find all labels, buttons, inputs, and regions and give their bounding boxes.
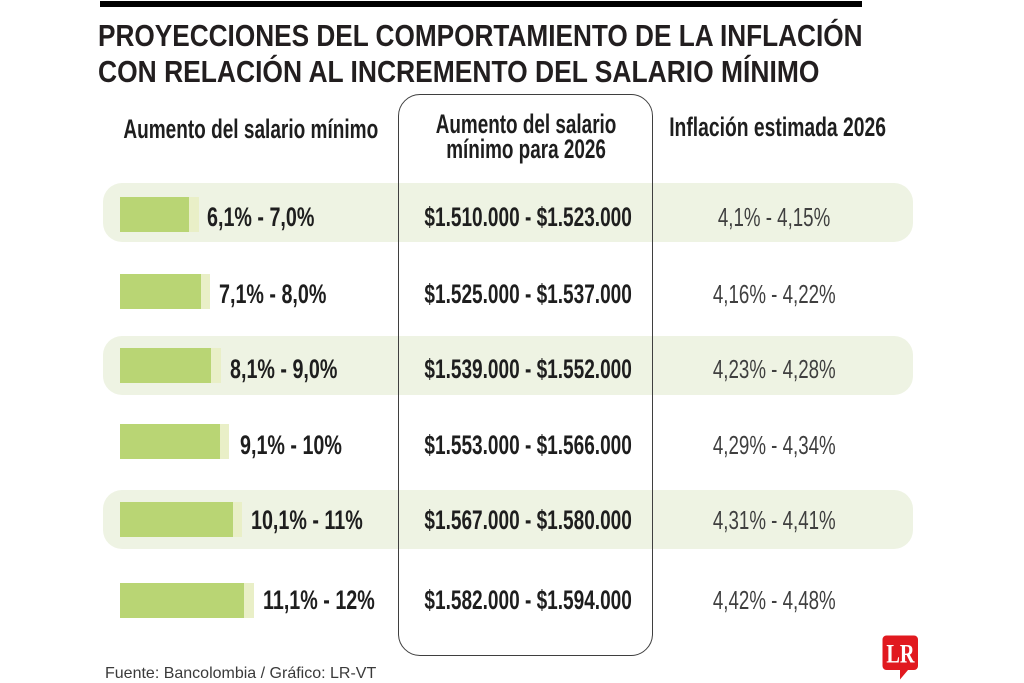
svg-text:LR: LR (886, 640, 915, 669)
